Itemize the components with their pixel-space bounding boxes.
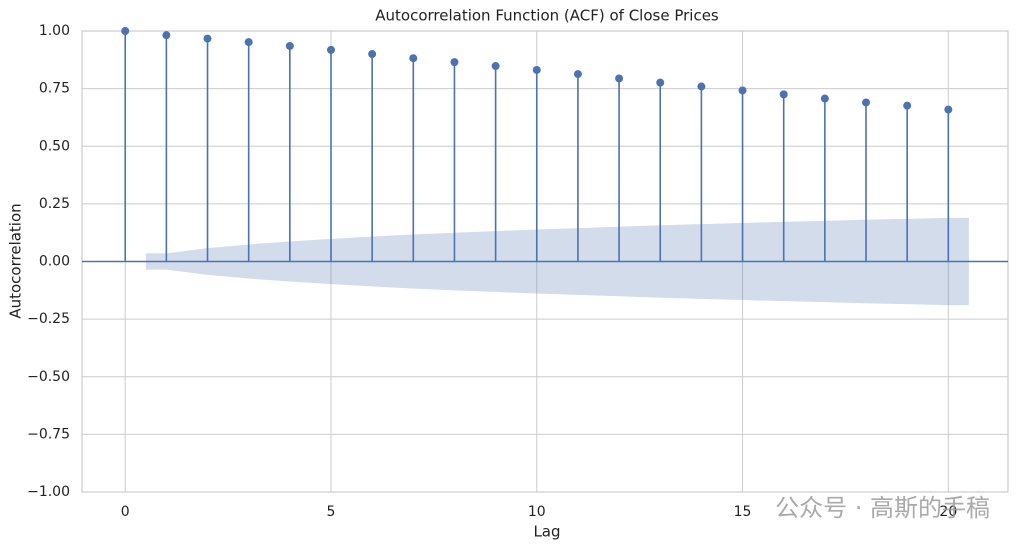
x-axis-label: Lag: [533, 523, 560, 541]
y-axis-label: Autocorrelation: [7, 203, 25, 318]
stem-marker: [244, 38, 253, 47]
x-tick-label: 10: [528, 504, 546, 520]
y-tick-label: 0.75: [39, 81, 70, 97]
stem-marker: [820, 94, 829, 103]
stem-marker: [738, 86, 747, 95]
stem-marker: [450, 58, 459, 67]
stem-marker: [368, 50, 377, 59]
stem-marker: [285, 41, 294, 50]
x-tick-label: 20: [939, 504, 957, 520]
stem-marker: [862, 98, 871, 107]
stem-marker: [903, 101, 912, 110]
y-tick-label: 1.00: [39, 23, 70, 39]
y-tick-label: 0.50: [39, 138, 70, 154]
stem-marker: [203, 34, 212, 43]
stem-marker: [491, 62, 500, 71]
y-tick-label: 0.00: [39, 254, 70, 270]
y-tick-label: 0.25: [39, 196, 70, 212]
watermark: 公众号 · 高斯的手稿: [775, 494, 990, 522]
stem-marker: [573, 70, 582, 79]
y-tick-label: −0.25: [27, 311, 70, 327]
x-tick-label: 15: [734, 504, 752, 520]
stem-marker: [532, 65, 541, 74]
chart-title: Autocorrelation Function (ACF) of Close …: [375, 7, 719, 25]
stem-marker: [121, 27, 130, 35]
stem-marker: [656, 78, 665, 87]
x-tick-label: 5: [327, 504, 336, 520]
stem-marker: [162, 31, 171, 40]
x-tick-label: 0: [121, 504, 130, 520]
y-tick-label: −0.75: [27, 426, 70, 442]
stem-marker: [615, 74, 624, 83]
stem-marker: [697, 82, 706, 91]
y-tick-label: −1.00: [27, 484, 70, 500]
stem-marker: [409, 54, 418, 63]
stem-marker: [944, 105, 953, 114]
y-tick-label: −0.50: [27, 369, 70, 385]
stem-marker: [779, 90, 788, 99]
stem-marker: [326, 45, 335, 54]
